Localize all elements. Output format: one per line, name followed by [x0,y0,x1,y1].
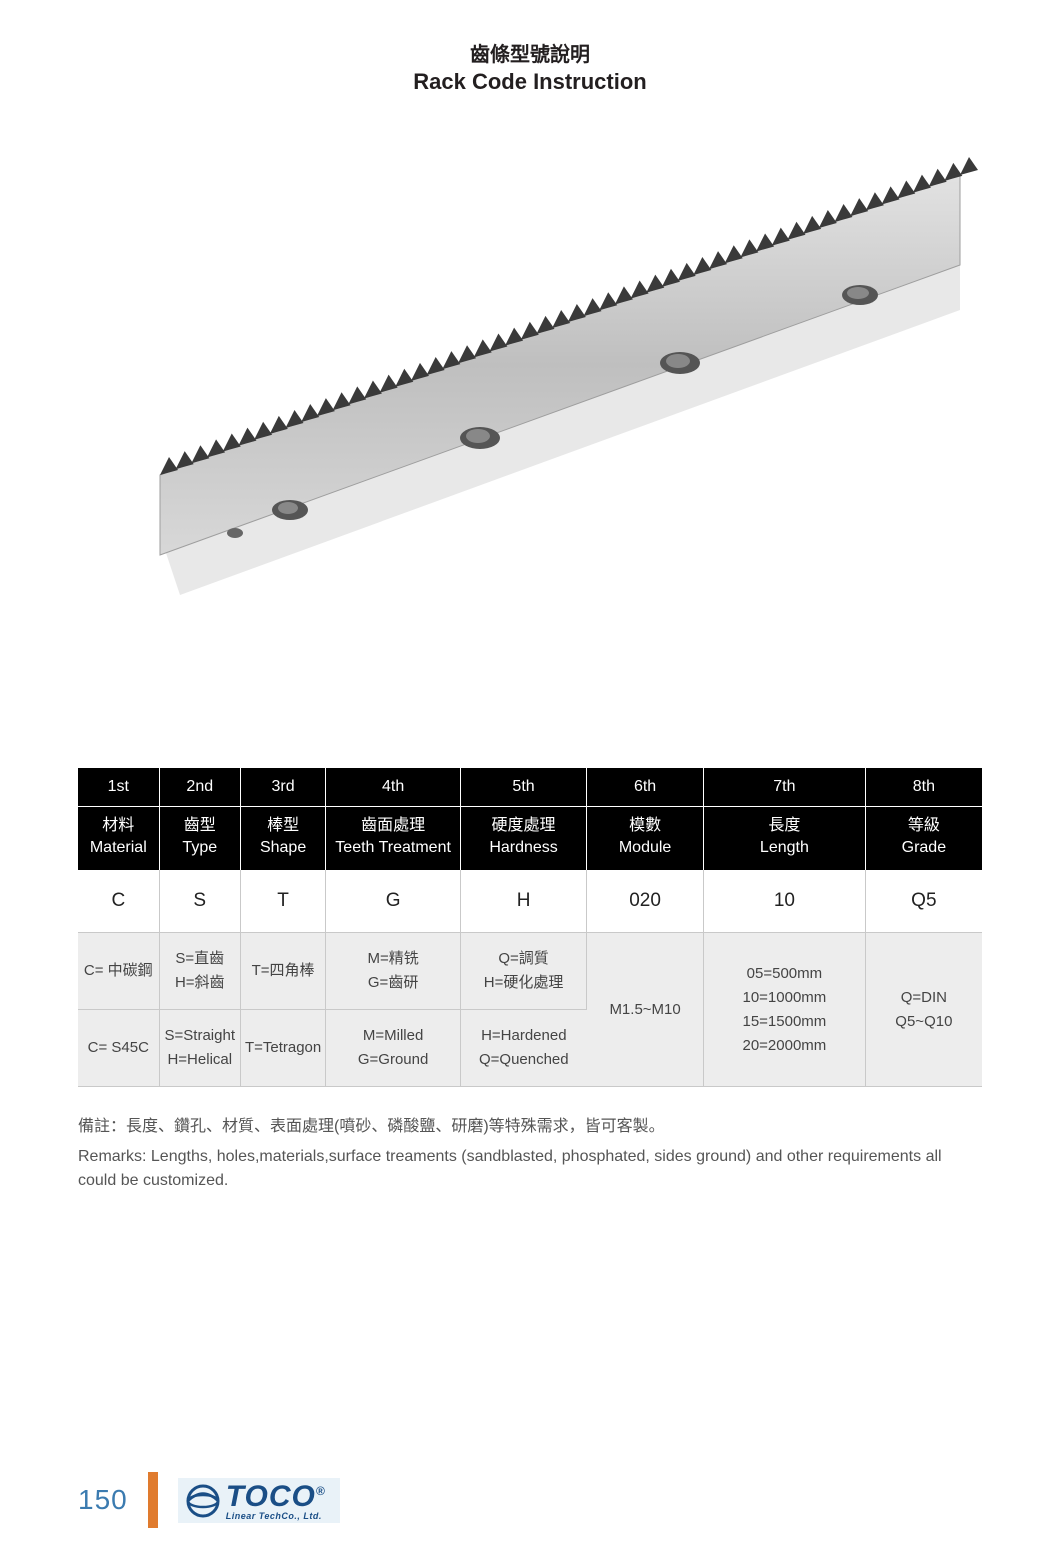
dmerge-8: Q=DINQ5~Q10 [865,933,982,1087]
footer-accent-bar [148,1472,158,1528]
th-en: Length [760,839,809,856]
th-label-2: 齒型 Type [159,807,240,871]
th-en: Type [182,839,217,856]
ex-1: C [78,870,159,933]
remarks-block: 備註：長度、鑽孔、材質、表面處理(噴砂、磷酸鹽、研磨)等特殊需求，皆可客製。 R… [78,1115,982,1193]
logo-sub-text: Linear TechCo., Ltd. [226,1512,326,1521]
th-cn: 齒型 [184,817,216,834]
th-cn: 材料 [102,817,134,834]
ex-2: S [159,870,240,933]
dcn-3: T=四角棒 [240,933,325,1010]
logo-text: TOCO® Linear TechCo., Ltd. [226,1482,326,1521]
dcn-1: C= 中碳鋼 [78,933,159,1010]
title-chinese: 齒條型號說明 [0,38,1060,67]
dcn-4: M=精铣G=齒研 [326,933,461,1010]
th-ordinal-2: 2nd [159,768,240,807]
code-table-wrap: 1st 2nd 3rd 4th 5th 6th 7th 8th 材料 Materi… [78,768,982,1087]
ex-4: G [326,870,461,933]
ex-6: 020 [587,870,704,933]
th-en: Teeth Treatment [335,839,451,856]
th-label-4: 齒面處理 Teeth Treatment [326,807,461,871]
th-ordinal-5: 5th [461,768,587,807]
remarks-cn: 備註：長度、鑽孔、材質、表面處理(噴砂、磷酸鹽、研磨)等特殊需求，皆可客製。 [78,1115,982,1139]
th-ordinal-6: 6th [587,768,704,807]
th-label-7: 長度 Length [704,807,866,871]
den-3: T=Tetragon [240,1010,325,1087]
logo-main-text: TOCO® [226,1482,326,1512]
dcn-5: Q=調質H=硬化處理 [461,933,587,1010]
th-cn: 齒面處理 [361,817,425,834]
den-2: S=StraightH=Helical [159,1010,240,1087]
th-ordinal-7: 7th [704,768,866,807]
th-label-6: 模數 Module [587,807,704,871]
th-ordinal-4: 4th [326,768,461,807]
den-5: H=HardenedQ=Quenched [461,1010,587,1087]
th-ordinal-1: 1st [78,768,159,807]
toco-logo: TOCO® Linear TechCo., Ltd. [178,1478,340,1523]
th-cn: 等級 [908,817,940,834]
ex-7: 10 [704,870,866,933]
th-cn: 硬度處理 [492,817,556,834]
page-title-block: 齒條型號說明 Rack Code Instruction [0,0,1060,95]
dcn-2: S=直齒H=斜齒 [159,933,240,1010]
dmerge-6: M1.5~M10 [587,933,704,1087]
page-footer: 150 TOCO® Linear TechCo., Ltd. [78,1472,982,1528]
ex-8: Q5 [865,870,982,933]
th-en: Hardness [489,839,557,856]
th-label-5: 硬度處理 Hardness [461,807,587,871]
page-number: 150 [78,1484,128,1516]
th-label-1: 材料 Material [78,807,159,871]
th-ordinal-8: 8th [865,768,982,807]
registered-icon: ® [316,1484,326,1498]
title-english: Rack Code Instruction [0,69,1060,95]
dmerge-7: 05=500mm10=1000mm15=1500mm20=2000mm [704,933,866,1087]
product-rack-image [80,135,980,610]
th-cn: 長度 [768,817,800,834]
logo-name: TOCO [226,1480,316,1513]
table-header-ordinals: 1st 2nd 3rd 4th 5th 6th 7th 8th [78,768,982,807]
rack-code-table: 1st 2nd 3rd 4th 5th 6th 7th 8th 材料 Materi… [78,768,982,1087]
th-cn: 棒型 [267,817,299,834]
den-1: C= S45C [78,1010,159,1087]
th-cn: 模數 [629,817,661,834]
logo-globe-icon [186,1484,220,1518]
example-code-row: C S T G H 020 10 Q5 [78,870,982,933]
th-ordinal-3: 3rd [240,768,325,807]
ex-3: T [240,870,325,933]
remarks-en: Remarks: Lengths, holes,materials,surfac… [78,1145,982,1193]
table-header-labels: 材料 Material 齒型 Type 棒型 Shape 齒面處理 Teeth Trea… [78,807,982,871]
den-4: M=MilledG=Ground [326,1010,461,1087]
th-en: Module [619,839,671,856]
th-label-3: 棒型 Shape [240,807,325,871]
th-en: Material [90,839,147,856]
ex-5: H [461,870,587,933]
th-label-8: 等級 Grade [865,807,982,871]
th-en: Shape [260,839,306,856]
desc-cn-row: C= 中碳鋼 S=直齒H=斜齒 T=四角棒 M=精铣G=齒研 Q=調質H=硬化處… [78,933,982,1010]
th-en: Grade [902,839,946,856]
